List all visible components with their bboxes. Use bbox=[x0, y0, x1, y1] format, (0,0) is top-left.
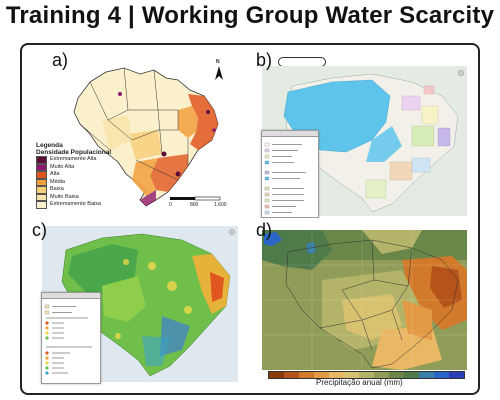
legend-item: Muito Alta bbox=[36, 163, 111, 171]
colorbar-title: Precipitação anual (mm) bbox=[316, 378, 403, 387]
panel-c-map-viewer: c) bbox=[28, 220, 243, 390]
north-arrow-icon bbox=[215, 66, 223, 80]
legend-subtitle: Densidade Populacional bbox=[36, 149, 112, 156]
scale-label-0: 0 bbox=[169, 202, 172, 208]
panel-a-population-density: a) Legenda Densidade Populacional Extrem… bbox=[28, 50, 243, 215]
legend-swatch bbox=[36, 178, 47, 186]
legend-item: Extremamente Baixa bbox=[36, 201, 111, 209]
legend-item: Muito Baixa bbox=[36, 193, 111, 201]
legend-swatch bbox=[36, 201, 47, 209]
panel-b-label: b) bbox=[256, 50, 273, 70]
legend-item: Baixa bbox=[36, 186, 111, 194]
layer-list-glyphs bbox=[264, 142, 306, 215]
panel-a-label: a) bbox=[52, 50, 69, 70]
legend-title: Legenda bbox=[36, 142, 63, 149]
legend-c-glyphs bbox=[44, 304, 92, 375]
precipitation-colorbar bbox=[268, 371, 465, 379]
panel-b-map-viewer: b) bbox=[248, 50, 473, 218]
panel-a-legend: Legenda Densidade Populacional Extremame… bbox=[36, 142, 111, 209]
scale-label-1600: 1.600 bbox=[214, 202, 227, 208]
map-d-canvas[interactable] bbox=[262, 230, 467, 370]
legend-swatch bbox=[36, 186, 47, 194]
legend-swatch bbox=[36, 156, 47, 164]
scale-label-800: 800 bbox=[190, 202, 199, 208]
page-title: Training 4 | Working Group Water Scarcit… bbox=[5, 2, 495, 29]
legend-swatch bbox=[36, 171, 47, 179]
legend-item: Média bbox=[36, 178, 111, 186]
legend-swatch bbox=[36, 163, 47, 171]
brazil-population-map bbox=[73, 67, 219, 207]
panel-d-precipitation-map: d) Precipitação anual (mm) bbox=[248, 220, 473, 390]
layer-panel[interactable] bbox=[261, 130, 319, 218]
panel-d-label: d) bbox=[256, 220, 273, 240]
legend-item: Alta bbox=[36, 171, 111, 179]
legend-swatch bbox=[36, 193, 47, 201]
legend-panel-c[interactable] bbox=[41, 292, 101, 384]
panel-c-label: c) bbox=[32, 220, 47, 240]
legend-item: Extremamente Alta bbox=[36, 156, 111, 164]
north-label: N bbox=[216, 59, 220, 65]
scale-bar bbox=[170, 196, 221, 201]
